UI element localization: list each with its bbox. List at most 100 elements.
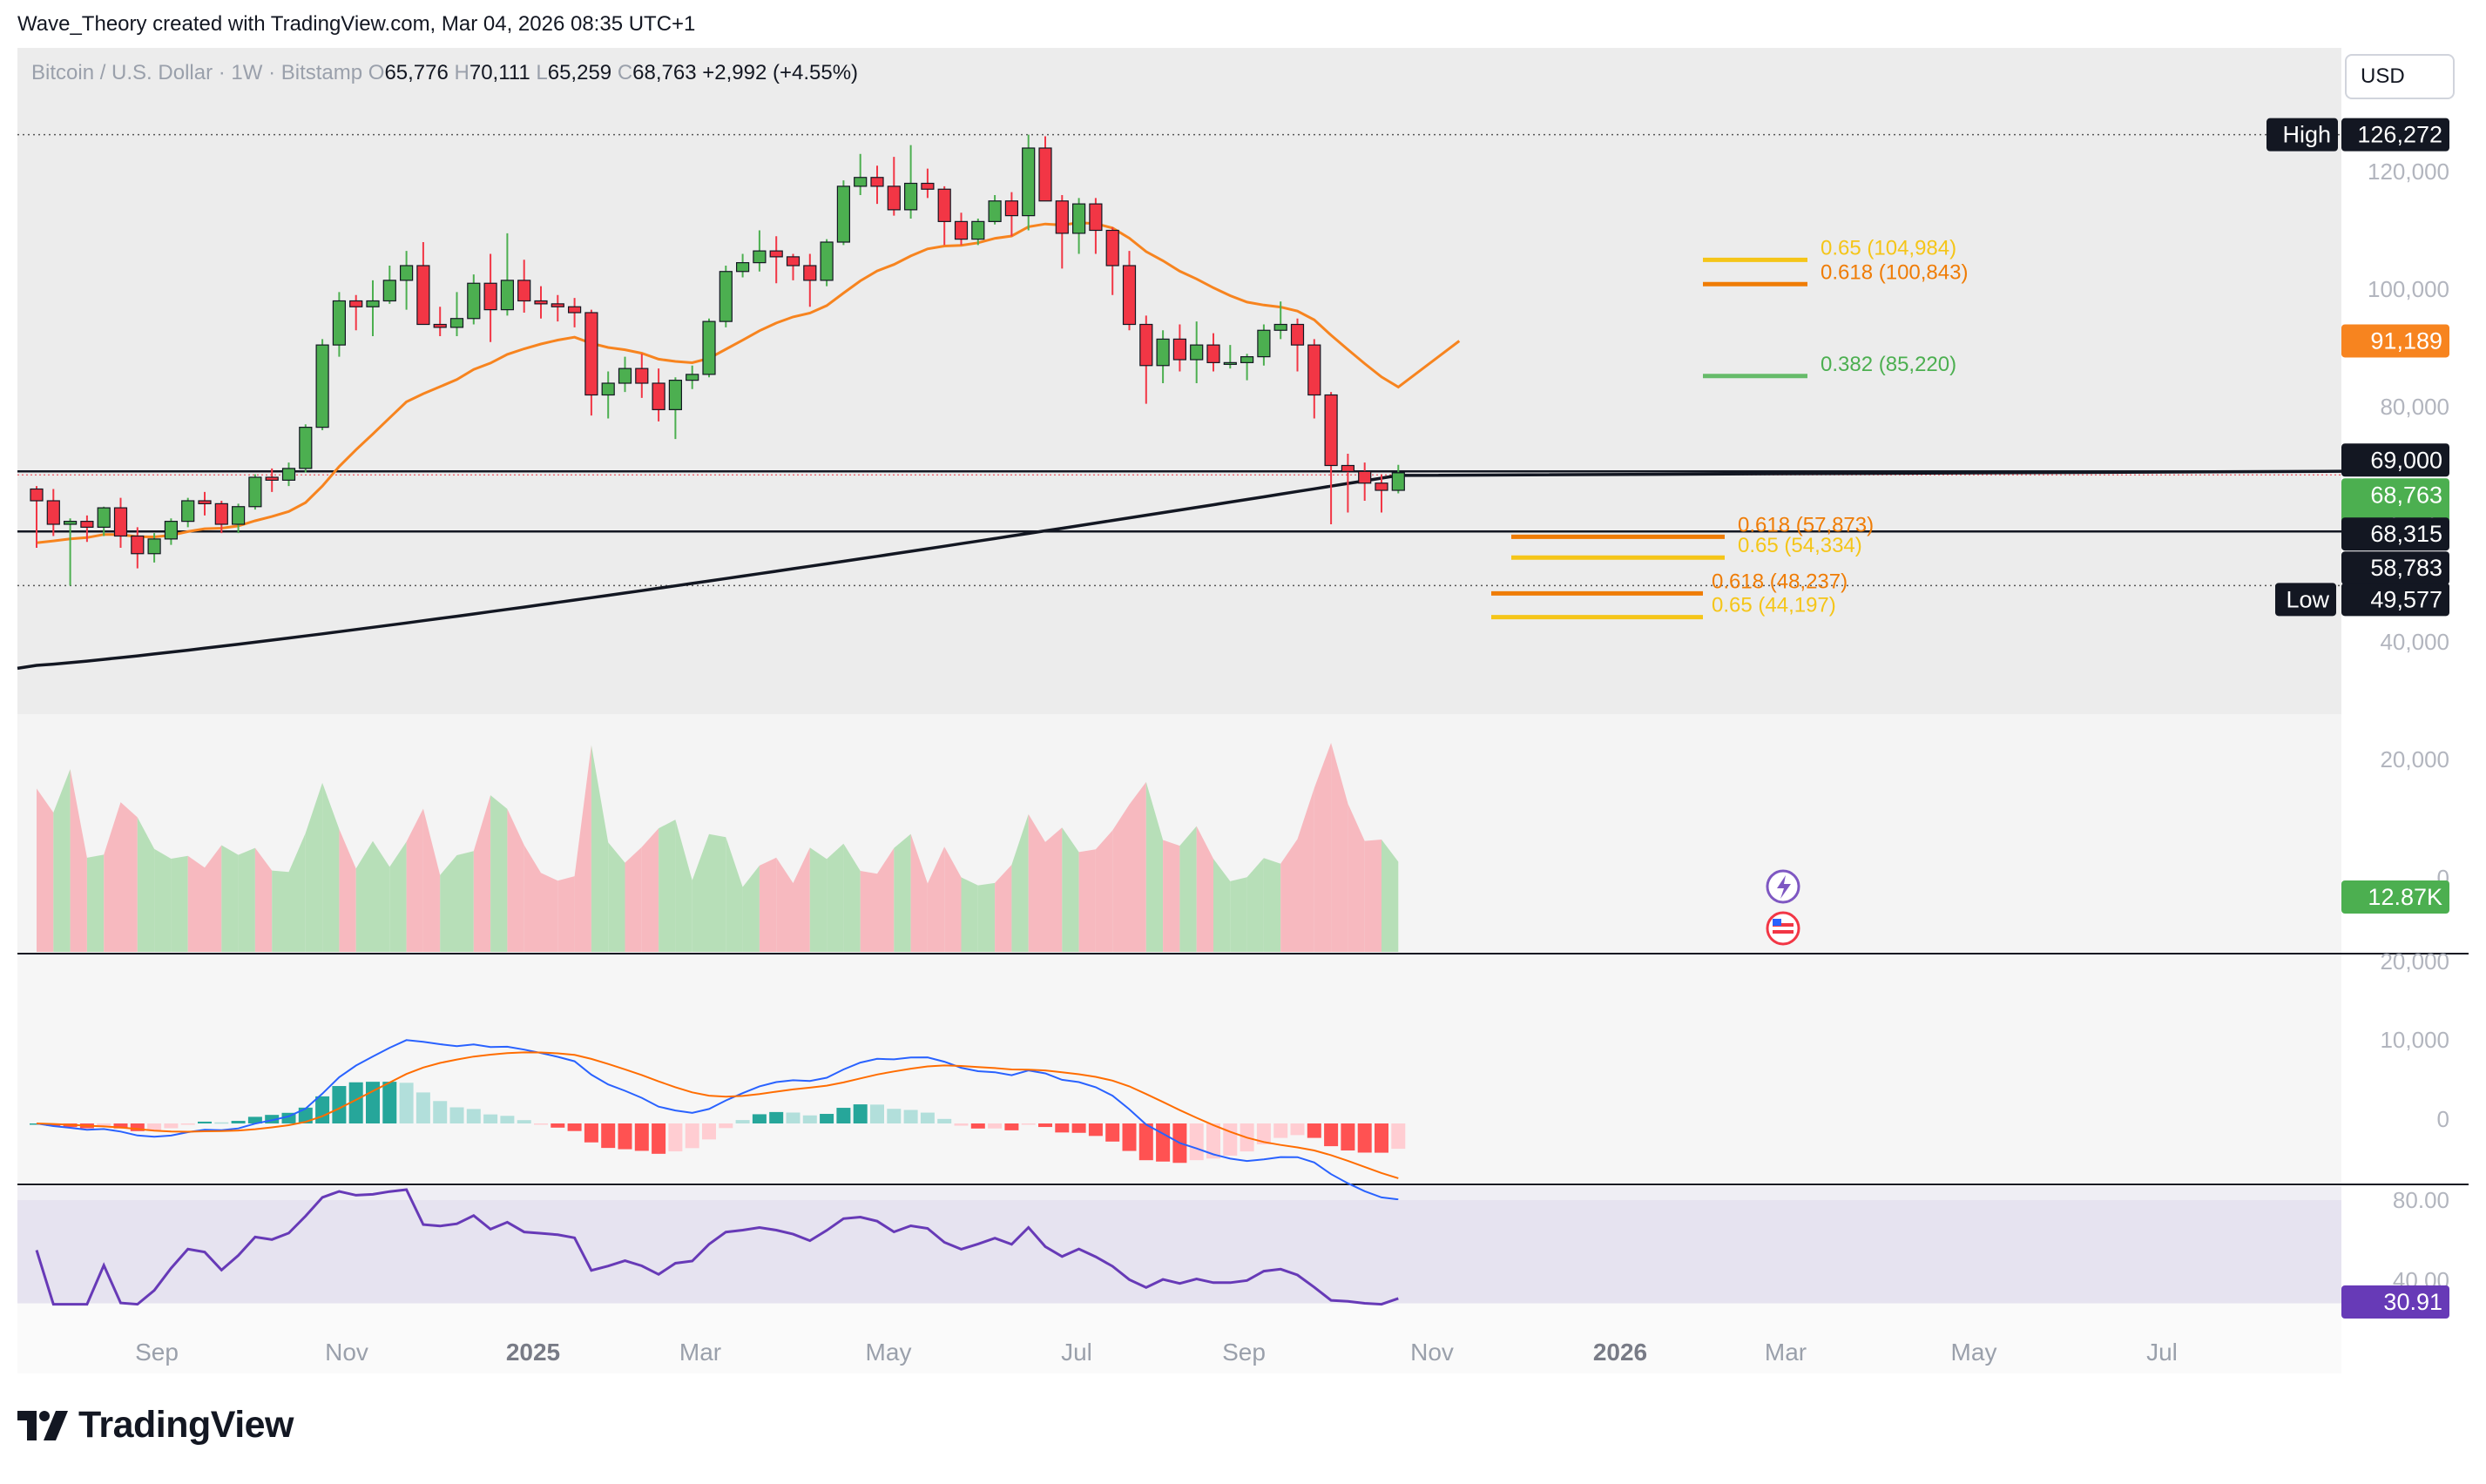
candle-body[interactable] [1240,356,1254,363]
candle-body[interactable] [315,344,329,428]
candle-body[interactable] [854,177,868,187]
candle-body[interactable] [1273,323,1287,331]
candle-body[interactable] [198,500,212,504]
candle-body[interactable] [1071,203,1086,234]
candle-body[interactable] [1089,203,1103,232]
candle-body[interactable] [131,535,145,555]
candle-body[interactable] [836,186,851,243]
volume-axis-tick: 20,000 [2380,746,2449,772]
candle-body[interactable] [551,303,564,307]
candle-body[interactable] [449,318,464,328]
candle-body[interactable] [719,271,733,322]
candle-body[interactable] [332,300,346,346]
candle-body[interactable] [1324,394,1338,467]
ema-line[interactable] [36,221,1461,544]
candle-body[interactable] [299,427,313,469]
candle-body[interactable] [803,265,817,281]
candle-body[interactable] [483,282,497,311]
candle-body[interactable] [500,280,515,311]
candle-body[interactable] [349,300,363,307]
candle-body[interactable] [1190,344,1204,361]
candle-body[interactable] [1105,229,1119,266]
candle-body[interactable] [97,507,111,528]
candle-body[interactable] [1223,361,1237,365]
candle-body[interactable] [921,182,935,190]
candle-body[interactable] [1022,147,1036,217]
candle-body[interactable] [366,300,380,307]
candle-body[interactable] [1055,200,1069,234]
candle-body[interactable] [214,503,228,525]
volume-area-segment [272,870,289,952]
time-axis-label: May [1951,1339,1997,1366]
candle-body[interactable] [416,265,430,326]
candle-body[interactable] [232,506,246,525]
candle-body[interactable] [147,538,161,555]
candle-body[interactable] [601,382,615,396]
macd-histogram-bar [820,1114,834,1123]
candle-body[interactable] [1290,323,1305,346]
us-flag-event-icon[interactable] [1766,911,1800,946]
fib-level-label: 0.65 (54,334) [1738,534,1862,557]
candle-body[interactable] [1307,344,1321,396]
candle-body[interactable] [1375,482,1388,491]
candle-body[interactable] [1391,472,1405,491]
candle-body[interactable] [618,368,632,384]
candle-body[interactable] [702,320,716,375]
candle-body[interactable] [1257,329,1271,358]
candle-body[interactable] [1206,344,1220,363]
candle-body[interactable] [903,182,918,211]
candle-body[interactable] [686,374,699,381]
candle-body[interactable] [517,280,531,302]
candle-body[interactable] [63,521,78,525]
candle-body[interactable] [433,323,447,328]
candle-body[interactable] [786,256,801,266]
candle-body[interactable] [937,188,951,222]
candle-body[interactable] [1156,338,1170,367]
candle-body[interactable] [382,280,396,302]
candle-body[interactable] [1122,265,1137,326]
rsi-line[interactable] [35,1188,1399,1306]
candle-body[interactable] [46,500,60,525]
candle-body[interactable] [1358,470,1372,484]
candle-body[interactable] [753,250,767,264]
candle-body[interactable] [1004,200,1019,217]
candle-body[interactable] [635,368,649,384]
candle-body[interactable] [820,241,834,281]
tradingview-logo[interactable]: TradingView [17,1404,294,1447]
macd-line[interactable] [36,1039,1399,1201]
candle-body[interactable] [164,521,178,540]
ma200-line[interactable] [17,469,2342,671]
candle-body[interactable] [988,200,1002,222]
candle-body[interactable] [668,380,683,410]
candle-body[interactable] [113,507,128,537]
candle-body[interactable] [265,476,279,481]
macd-signal-line[interactable] [36,1051,1399,1179]
candle-body[interactable] [769,250,783,258]
candle-body[interactable] [870,177,884,187]
candle-body[interactable] [1038,147,1052,202]
candle-body[interactable] [1139,323,1153,367]
candle-body[interactable] [887,186,901,211]
candle-body[interactable] [534,300,548,305]
candle-body[interactable] [80,521,94,528]
candle-body[interactable] [954,220,969,240]
candle-body[interactable] [652,382,665,410]
candle-body[interactable] [400,265,414,281]
currency-button[interactable]: USD [2345,54,2455,99]
macd-histogram-bar [1105,1123,1120,1142]
candle-body[interactable] [467,282,481,320]
candle-body[interactable] [1172,338,1187,361]
candle-body[interactable] [584,312,598,396]
price-axis-tick: 100,000 [2368,276,2449,302]
candle-body[interactable] [567,306,582,314]
candle-body[interactable] [248,476,262,508]
candle-body[interactable] [281,468,296,481]
candle-body[interactable] [30,488,44,502]
candle-body[interactable] [181,500,195,523]
candle-body[interactable] [1341,464,1355,472]
candle-body[interactable] [735,262,750,273]
volume-area-segment [608,842,625,952]
rsi-band [17,1200,2341,1303]
candle-body[interactable] [971,220,985,240]
